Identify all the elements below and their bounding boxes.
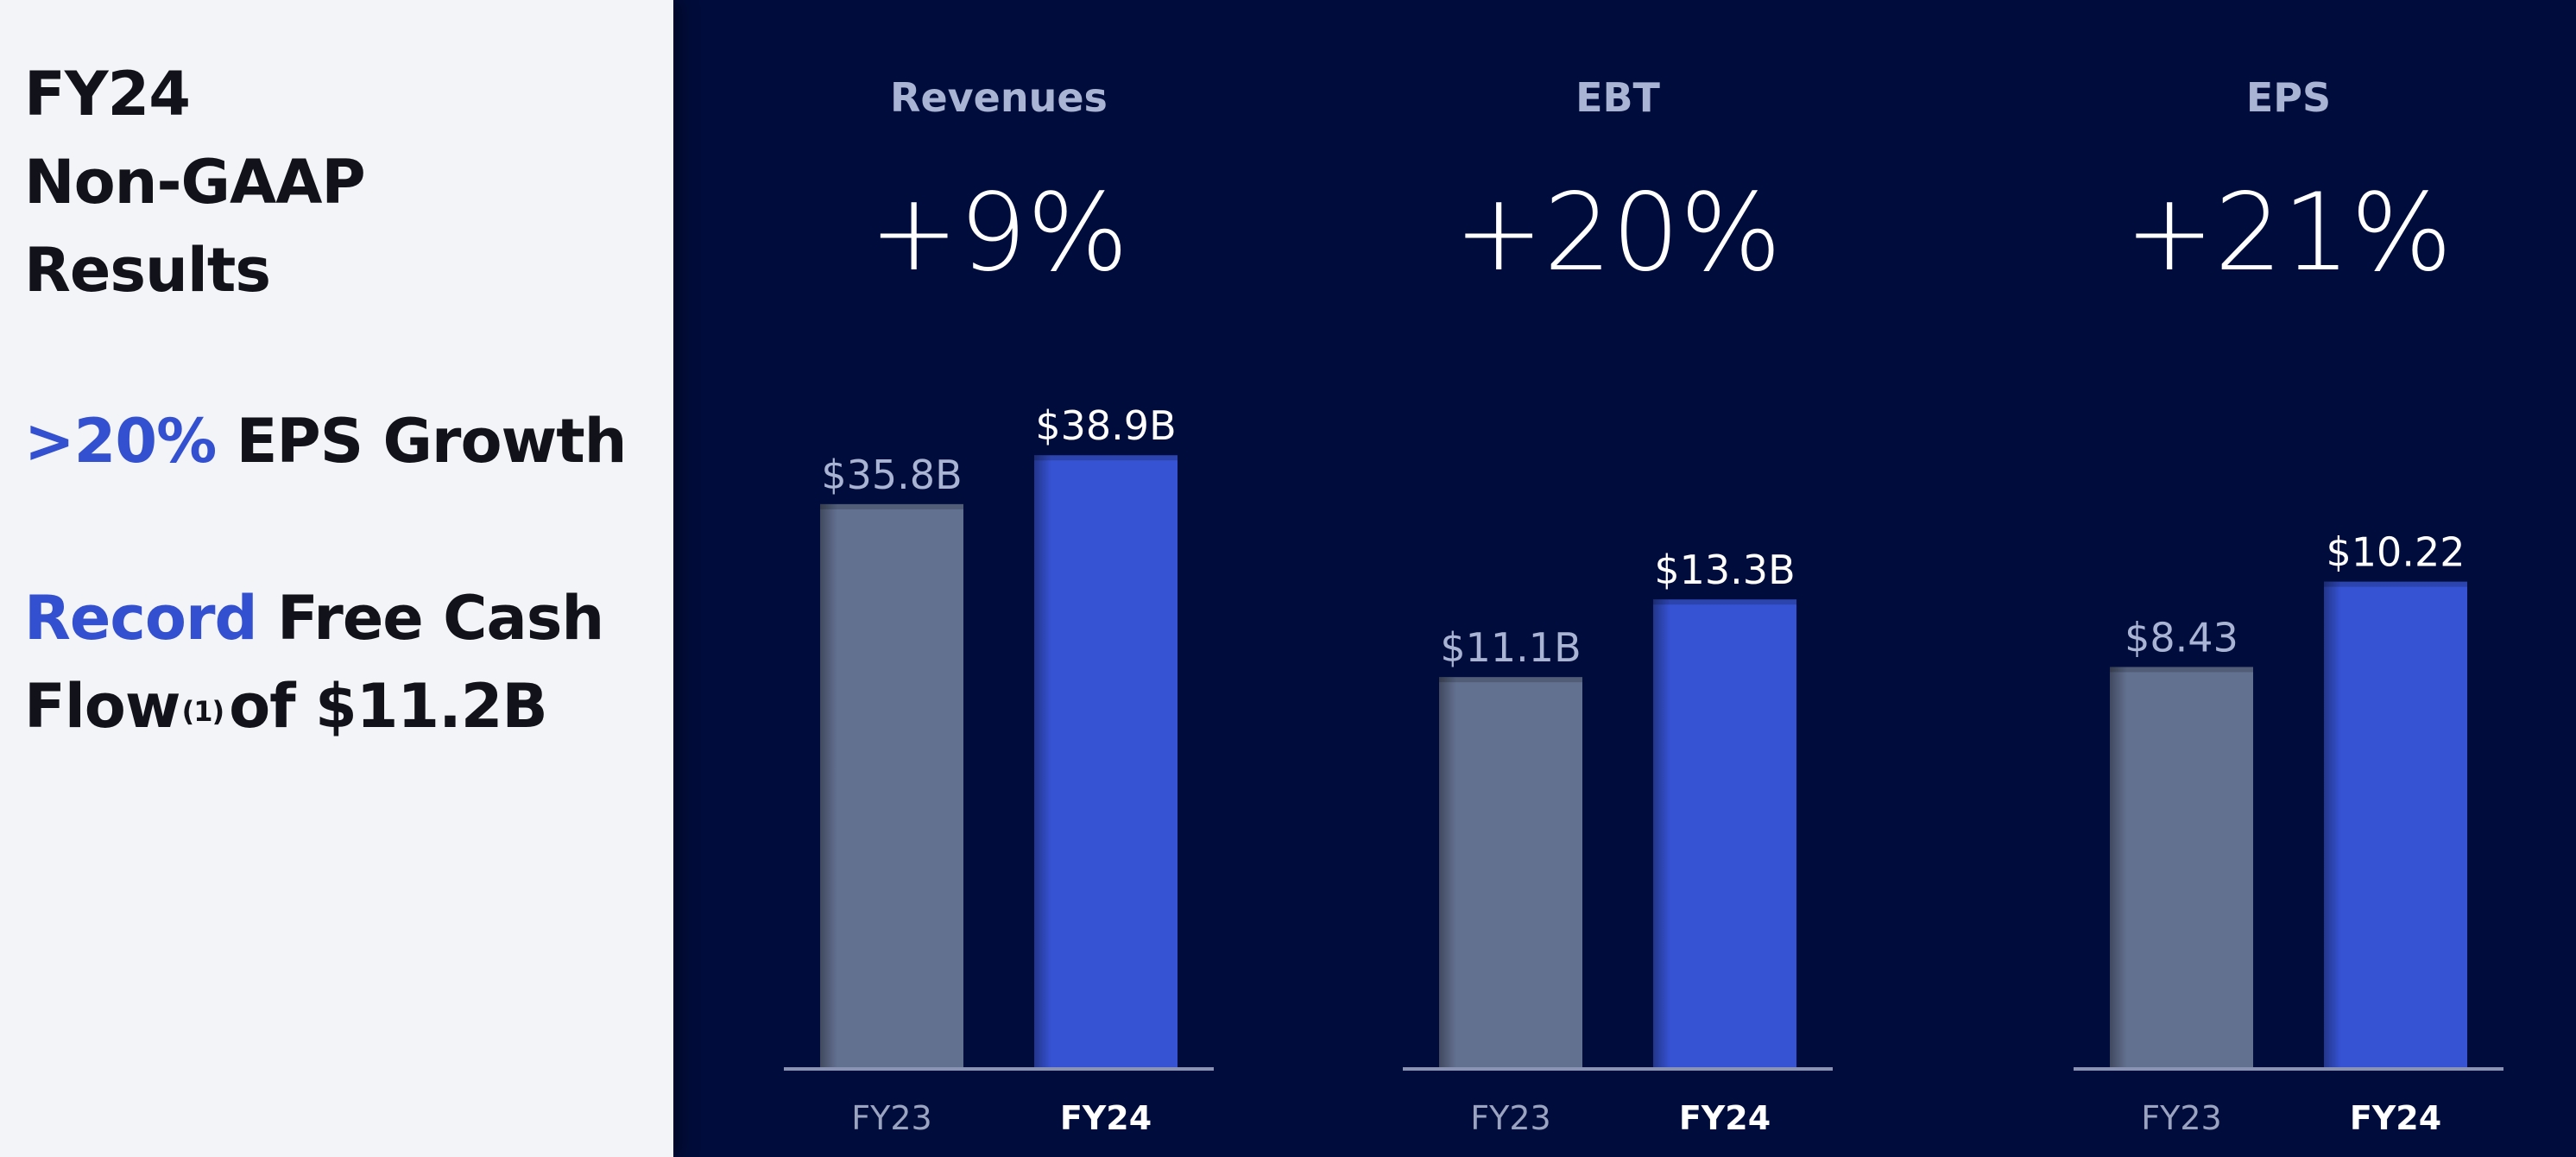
bar-cap-revenues-fy24 [1034, 455, 1178, 461]
bar-cap-eps-fy23 [2110, 667, 2253, 673]
tick-label-eps-fy23: FY23 [2141, 1099, 2221, 1137]
title-line-3: Results [24, 235, 271, 306]
bar-cap-ebt-fy23 [1439, 677, 1582, 683]
data-label-eps-fy24: $10.22 [2327, 529, 2466, 576]
bar-cap-ebt-fy24 [1653, 599, 1796, 605]
data-label-eps-fy23: $8.43 [2125, 614, 2238, 661]
metric-title-ebt: EBT [1575, 74, 1660, 121]
data-label-ebt-fy24: $13.3B [1654, 547, 1795, 593]
bar-cap-revenues-fy23 [820, 503, 963, 509]
chart-revenues: Revenues +9% $35.8B FY23 $38.9B FY24 [784, 74, 1214, 1137]
eps-growth-highlight: >20% EPS Growth [24, 397, 672, 485]
eps-growth-text: EPS Growth [216, 406, 628, 477]
data-label-revenues-fy24: $38.9B [1035, 402, 1176, 449]
growth-value-eps: +21% [2125, 171, 2453, 295]
data-label-revenues-fy23: $35.8B [821, 452, 962, 498]
chart-ebt: EBT +20% $11.1B FY23 $13.3B FY24 [1403, 74, 1833, 1137]
fcf-highlight-line-2: Flow(1)of $11.2B [24, 662, 672, 750]
charts-panel: Revenues +9% $35.8B FY23 $38.9B FY24 EBT +20% $1… [673, 0, 2576, 1157]
bar-charts: Revenues +9% $35.8B FY23 $38.9B FY24 EBT +20% $1… [784, 74, 2503, 1137]
metric-title-eps: EPS [2246, 74, 2331, 121]
title-line-1: FY24 [24, 59, 191, 130]
fcf-amount: of $11.2B [229, 671, 548, 742]
bar-shade-revenues-fy24 [1034, 455, 1178, 1069]
page-title: FY24 Non-GAAP Results [24, 50, 628, 314]
metric-title-revenues: Revenues [890, 74, 1108, 121]
bar-shade-revenues-fy23 [820, 503, 963, 1069]
fcf-text-flow: Flow [24, 671, 181, 742]
footnote-marker: (1) [181, 695, 225, 728]
tick-label-revenues-fy24: FY24 [1060, 1099, 1152, 1137]
title-line-2: Non-GAAP [24, 147, 366, 218]
bar-shade-eps-fy23 [2110, 667, 2253, 1069]
bar-shade-eps-fy24 [2324, 581, 2467, 1069]
fcf-highlight-line-1: Record Free Cash [24, 574, 672, 662]
summary-panel: FY24 Non-GAAP Results >20% EPS Growth Re… [0, 0, 673, 1157]
eps-growth-percent: >20% [24, 406, 217, 477]
bar-shade-ebt-fy24 [1653, 599, 1796, 1069]
tick-label-revenues-fy23: FY23 [851, 1099, 931, 1137]
bar-shade-ebt-fy23 [1439, 677, 1582, 1069]
data-label-ebt-fy23: $11.1B [1440, 624, 1581, 671]
tick-label-ebt-fy24: FY24 [1679, 1099, 1771, 1137]
fcf-text-1: Free Cash [256, 583, 604, 654]
growth-value-revenues: +9% [869, 171, 1129, 295]
tick-label-eps-fy24: FY24 [2350, 1099, 2441, 1137]
tick-label-ebt-fy23: FY23 [1470, 1099, 1550, 1137]
bar-cap-eps-fy24 [2324, 581, 2467, 587]
chart-eps: EPS +21% $8.43 FY23 $10.22 FY24 [2074, 74, 2503, 1137]
fcf-record-word: Record [24, 583, 258, 654]
growth-value-ebt: +20% [1454, 171, 1782, 295]
